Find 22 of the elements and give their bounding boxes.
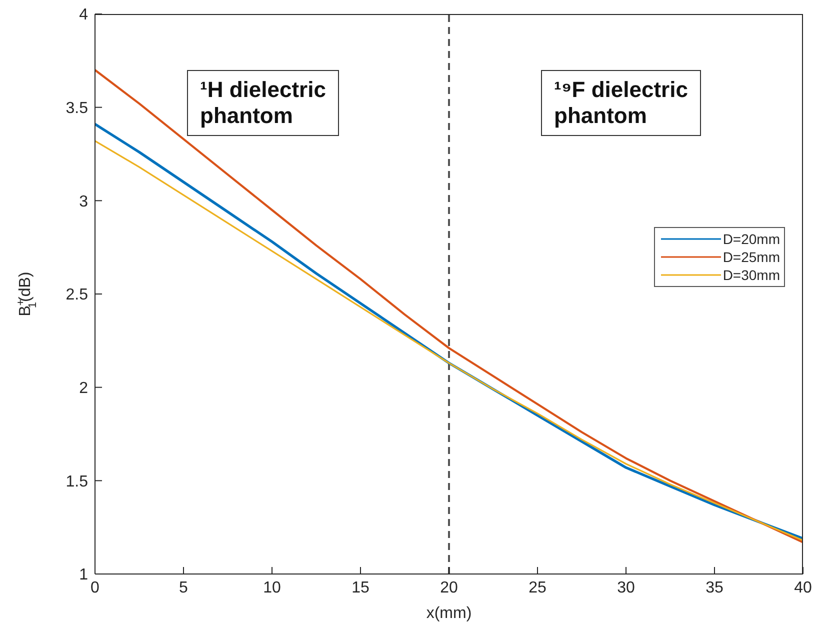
x-tick-label: 0 bbox=[90, 579, 100, 596]
annotation: ¹⁹F dielectric phantom bbox=[554, 77, 688, 129]
y-tick-label: 2.5 bbox=[66, 286, 88, 304]
x-tick-label: 20 bbox=[440, 579, 458, 596]
x-tick-label: 15 bbox=[352, 579, 370, 596]
y-tick-label: 3.5 bbox=[66, 100, 88, 118]
x-axis-title: x(mm) bbox=[426, 605, 472, 622]
x-tick-label: 30 bbox=[617, 579, 635, 596]
x-tick-label: 25 bbox=[528, 579, 546, 596]
x-tick-label: 5 bbox=[179, 579, 188, 596]
legend-label: D=30mm bbox=[722, 266, 780, 284]
y-tick-label: 3 bbox=[79, 193, 88, 210]
annotation: ¹H dielectric phantom bbox=[200, 77, 326, 129]
legend-label: D=20mm bbox=[722, 230, 780, 248]
x-tick-label: 10 bbox=[263, 579, 281, 596]
y-tick-label: 1 bbox=[79, 566, 88, 584]
x-tick-label: 40 bbox=[794, 579, 812, 596]
legend-label: D=25mm bbox=[722, 248, 780, 266]
x-tick-label: 35 bbox=[706, 579, 724, 596]
y-tick-label: 4 bbox=[79, 6, 88, 24]
y-tick-label: 2 bbox=[79, 380, 88, 398]
y-tick-label: 1.5 bbox=[66, 473, 88, 490]
